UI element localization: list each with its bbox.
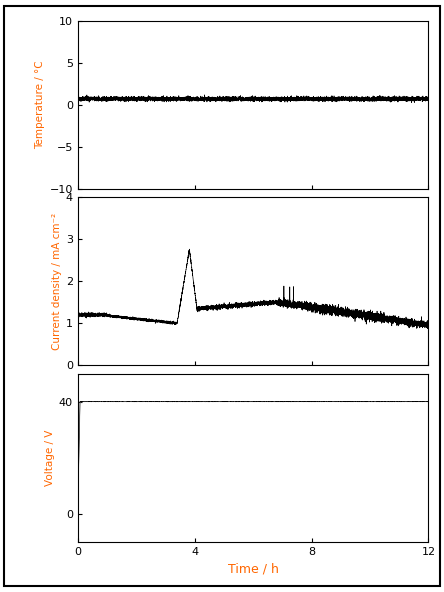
Y-axis label: Voltage / V: Voltage / V <box>44 429 55 486</box>
Y-axis label: Current density / mA cm⁻²: Current density / mA cm⁻² <box>52 213 62 350</box>
X-axis label: Time / h: Time / h <box>228 562 278 575</box>
Y-axis label: Temperature / °C: Temperature / °C <box>35 60 45 149</box>
